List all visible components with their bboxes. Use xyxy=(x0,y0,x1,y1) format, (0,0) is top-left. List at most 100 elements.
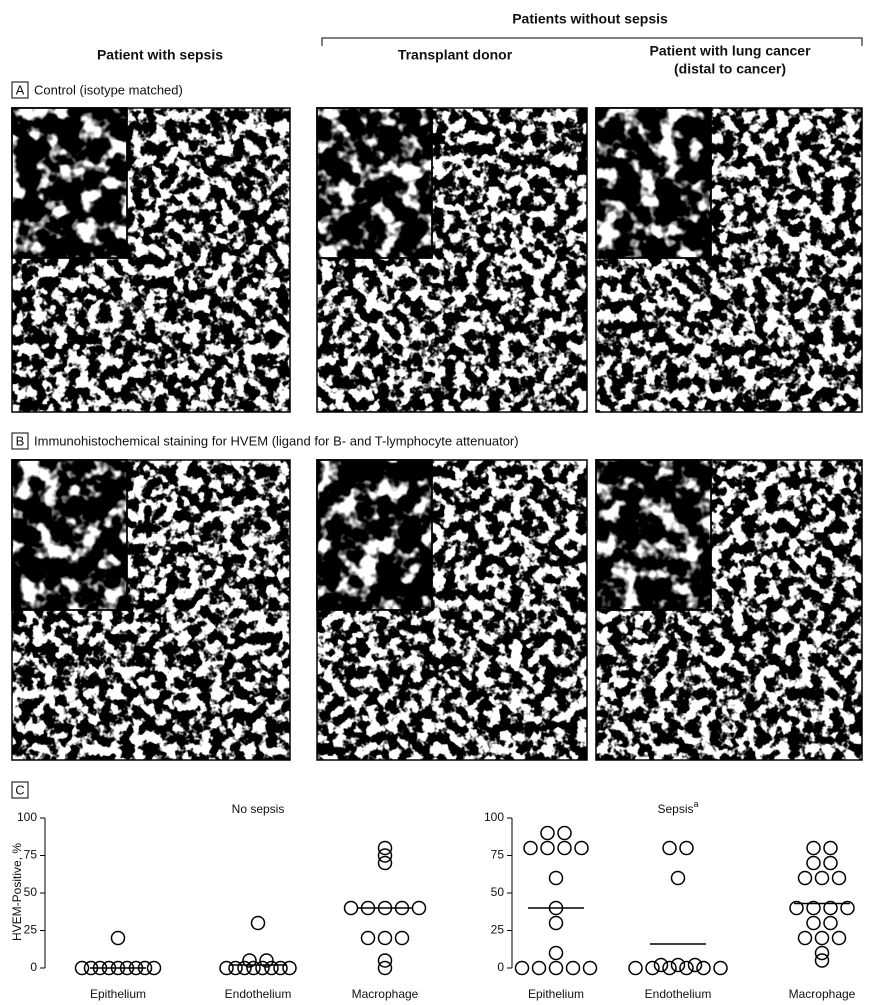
panel-caption: Immunohistochemical staining for HVEM (l… xyxy=(34,433,519,448)
y-tick-label: 25 xyxy=(24,923,38,937)
chart-title: No sepsis xyxy=(232,802,285,816)
data-point xyxy=(679,840,694,856)
bracket xyxy=(321,37,863,46)
data-point xyxy=(840,900,855,916)
data-point xyxy=(662,960,677,976)
y-tick-label: 0 xyxy=(497,960,504,974)
data-point xyxy=(548,915,564,931)
data-point xyxy=(377,953,393,968)
data-point xyxy=(219,960,234,976)
y-tick-label: 75 xyxy=(24,848,38,862)
data-point xyxy=(242,953,257,968)
inset-texture xyxy=(596,108,711,258)
panel-box xyxy=(11,781,29,799)
column-header: Transplant donor xyxy=(398,47,513,63)
data-point xyxy=(806,900,821,916)
data-point xyxy=(653,957,669,973)
data-point xyxy=(548,870,564,886)
data-point xyxy=(259,953,274,968)
data-point xyxy=(282,960,297,976)
data-point xyxy=(687,957,703,973)
data-point xyxy=(628,960,643,976)
data-point xyxy=(789,900,804,916)
panel-box xyxy=(11,432,29,450)
inset-texture xyxy=(596,460,711,610)
data-point xyxy=(264,960,279,976)
title-superscript: a xyxy=(694,799,699,809)
y-tick-label: 0 xyxy=(30,960,37,974)
y-tick-label: 100 xyxy=(484,810,504,824)
data-point xyxy=(360,930,376,946)
data-point xyxy=(377,855,393,871)
data-point xyxy=(806,855,821,871)
column-header: (distal to cancer) xyxy=(674,61,786,77)
data-point xyxy=(514,960,530,976)
x-tick-label: Endothelium xyxy=(645,987,712,1001)
micrographs xyxy=(11,107,863,761)
x-tick-label: Macrophage xyxy=(352,987,419,1001)
y-tick-label: 25 xyxy=(491,923,505,937)
data-point xyxy=(662,840,677,856)
data-point xyxy=(74,960,90,976)
plots: 0 25 50 75 100 No sepsis HVEM-Positive, % Epith… xyxy=(10,799,856,1001)
x-tick-label: Epithelium xyxy=(90,987,146,1001)
data-point xyxy=(377,848,393,863)
data-point xyxy=(557,825,572,841)
inset-texture xyxy=(317,460,432,610)
x-tick-label: Endothelium xyxy=(225,987,292,1001)
inset-border xyxy=(11,107,128,259)
data-point xyxy=(713,960,728,976)
data-point xyxy=(250,915,266,931)
inset-border xyxy=(595,107,712,259)
data-point xyxy=(394,930,410,946)
inset-border xyxy=(316,107,433,259)
data-point xyxy=(146,960,162,976)
title-text: No sepsis xyxy=(232,802,285,816)
panel-letter: A xyxy=(16,82,25,97)
data-point xyxy=(110,930,126,946)
panel-letter: B xyxy=(16,433,25,448)
data-point xyxy=(377,840,393,856)
inset-border xyxy=(11,459,128,611)
inset-texture xyxy=(12,460,127,610)
title-text: Sepsis xyxy=(657,802,693,816)
data-point xyxy=(670,870,686,886)
data-point xyxy=(540,840,555,856)
data-point xyxy=(806,840,821,856)
inset-texture xyxy=(317,108,432,258)
inset-border xyxy=(316,459,433,611)
data-point xyxy=(377,930,393,946)
y-axis-label: HVEM-Positive, % xyxy=(10,843,24,941)
data-point xyxy=(377,960,393,976)
data-point xyxy=(273,960,288,976)
panel-caption: Control (isotype matched) xyxy=(34,82,183,97)
data-point xyxy=(797,870,813,886)
y-tick-label: 50 xyxy=(24,885,38,899)
data-point xyxy=(531,960,547,976)
x-tick-label: Epithelium xyxy=(528,987,584,1001)
data-point xyxy=(228,960,243,976)
y-tick-label: 50 xyxy=(491,885,505,899)
inset-texture xyxy=(12,108,127,258)
data-point xyxy=(806,915,821,931)
y-tick-label: 75 xyxy=(491,848,505,862)
inset-border xyxy=(595,459,712,611)
panel-box xyxy=(11,81,29,99)
data-point xyxy=(565,960,581,976)
data-point xyxy=(582,960,598,976)
data-point xyxy=(557,840,572,856)
data-point xyxy=(823,840,838,856)
column-header: Patient with sepsis xyxy=(97,47,223,63)
data-point xyxy=(255,960,270,976)
data-point xyxy=(246,960,261,976)
data-point xyxy=(523,840,538,856)
data-point xyxy=(548,960,564,976)
data-point xyxy=(797,930,813,946)
data-point xyxy=(831,870,847,886)
data-point xyxy=(823,855,838,871)
data-point xyxy=(814,930,830,946)
data-point xyxy=(823,915,838,931)
data-point xyxy=(696,960,711,976)
data-point xyxy=(679,960,694,976)
